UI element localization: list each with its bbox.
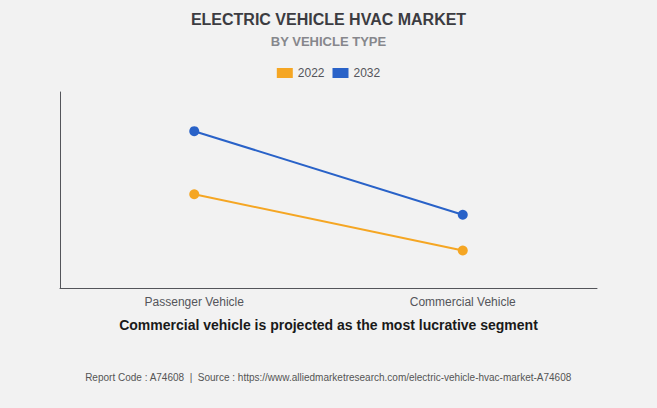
svg-text:2022: 2022 xyxy=(298,66,325,80)
svg-text:Commercial Vehicle: Commercial Vehicle xyxy=(410,295,516,309)
svg-text:ELECTRIC VEHICLE HVAC MARKET: ELECTRIC VEHICLE HVAC MARKET xyxy=(191,11,466,28)
svg-text:Commercial vehicle is projecte: Commercial vehicle is projected as the m… xyxy=(119,317,538,333)
svg-text:Passenger Vehicle: Passenger Vehicle xyxy=(145,295,245,309)
svg-text:BY VEHICLE TYPE: BY VEHICLE TYPE xyxy=(271,34,387,49)
svg-text:2032: 2032 xyxy=(354,66,381,80)
svg-text:Report Code : A74608 | Sourc: Report Code : A74608 | Source : https://… xyxy=(85,372,572,383)
